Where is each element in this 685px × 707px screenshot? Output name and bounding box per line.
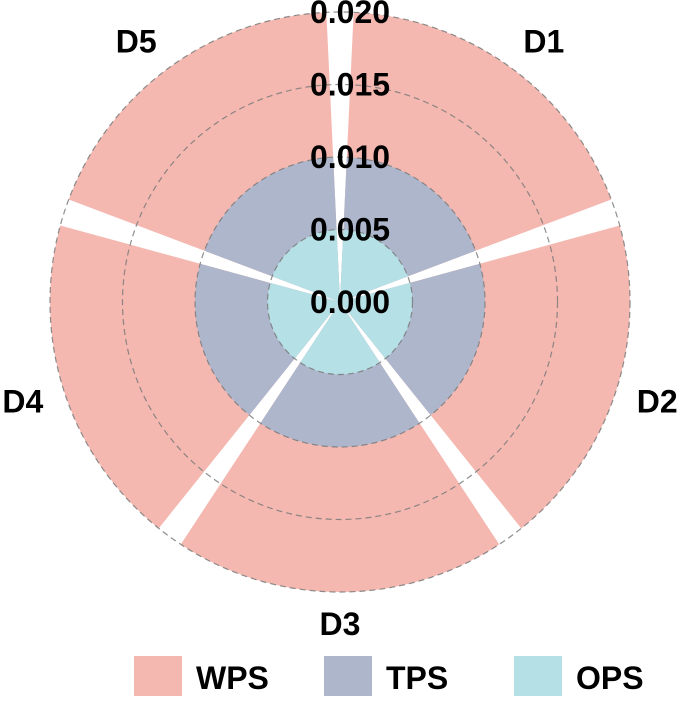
wedge-ops-d2 [340, 282, 413, 359]
grid-layer [49, 11, 631, 593]
wedge-ops-d1 [340, 229, 408, 302]
legend-label-tps: TPS [386, 660, 448, 696]
wedge-ops-d5 [272, 229, 340, 302]
grid-ring-4 [49, 11, 631, 593]
legend: WPS TPS OPS [134, 656, 644, 696]
radial-tick-layer: 0.000 0.005 0.010 0.015 0.020 [310, 0, 390, 320]
legend-label-wps: WPS [196, 660, 269, 696]
grid-ring-1 [266, 228, 414, 376]
legend-swatch-ops [514, 656, 562, 696]
grid-ring-2 [194, 156, 486, 448]
radial-tick-label-0: 0.000 [310, 284, 390, 320]
category-label-d3: D3 [320, 606, 361, 642]
legend-swatch-wps [134, 656, 182, 696]
legend-swatch-tps [324, 656, 372, 696]
category-label-d1: D1 [523, 24, 564, 60]
category-label-layer: D1 D2 D3 D4 D5 [2, 24, 677, 643]
wedge-ops-d4 [267, 282, 340, 359]
radial-tick-label-2: 0.010 [310, 139, 390, 175]
grid-ring-3 [121, 83, 559, 521]
legend-label-ops: OPS [576, 660, 644, 696]
radial-tick-label-3: 0.015 [310, 67, 390, 103]
wedge-ops-d3 [300, 302, 380, 375]
category-label-d5: D5 [116, 24, 157, 60]
category-label-d4: D4 [2, 384, 43, 420]
radial-tick-label-1: 0.005 [310, 212, 390, 248]
radial-tick-label-4: 0.020 [310, 0, 390, 30]
wedge-layer [50, 12, 630, 592]
category-label-d2: D2 [637, 384, 678, 420]
